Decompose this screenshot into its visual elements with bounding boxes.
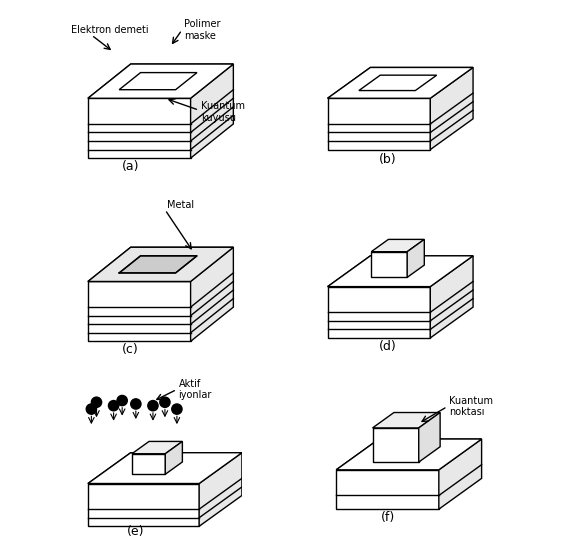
Polygon shape [336,470,439,509]
Polygon shape [373,412,440,428]
Polygon shape [88,247,233,281]
Polygon shape [430,67,473,150]
Text: Kuantum
noktası: Kuantum noktası [449,396,493,417]
Circle shape [172,404,182,414]
Polygon shape [88,281,191,341]
Text: Metal: Metal [167,200,194,210]
Polygon shape [328,67,473,98]
Text: (c): (c) [122,343,139,356]
Polygon shape [359,75,436,91]
Text: (b): (b) [379,153,396,166]
Polygon shape [191,247,233,341]
Polygon shape [88,64,233,98]
Polygon shape [88,453,242,483]
Text: Kuantum
kuyusu: Kuantum kuyusu [201,101,245,122]
Polygon shape [371,251,407,278]
Circle shape [108,401,119,411]
Text: (d): (d) [379,340,397,353]
Polygon shape [88,247,233,281]
Polygon shape [419,412,440,462]
Circle shape [117,396,127,405]
Circle shape [131,399,141,409]
Polygon shape [336,439,481,470]
Polygon shape [328,98,430,150]
Polygon shape [199,453,242,526]
Circle shape [160,397,170,408]
Text: Elektron demeti: Elektron demeti [71,25,149,35]
Text: Polimer
maske: Polimer maske [184,19,220,41]
Polygon shape [88,453,242,483]
Polygon shape [373,428,419,462]
Polygon shape [88,64,233,98]
Polygon shape [328,256,473,287]
Polygon shape [407,240,424,278]
Polygon shape [88,98,191,158]
Polygon shape [439,439,481,509]
Polygon shape [119,73,197,90]
Polygon shape [191,64,233,158]
Polygon shape [371,240,424,251]
Polygon shape [328,287,430,338]
Polygon shape [430,256,473,338]
Text: (a): (a) [122,160,140,173]
Polygon shape [132,441,182,454]
Polygon shape [132,454,165,474]
Text: Aktif
iyonlar: Aktif iyonlar [178,379,212,400]
Text: (f): (f) [380,511,394,524]
Circle shape [86,404,96,414]
Polygon shape [165,441,182,474]
Polygon shape [328,256,473,287]
Circle shape [148,401,158,411]
Circle shape [91,397,102,408]
Text: (e): (e) [127,525,145,538]
Polygon shape [119,256,197,273]
Polygon shape [88,483,199,526]
Polygon shape [336,439,481,470]
Polygon shape [328,67,473,98]
